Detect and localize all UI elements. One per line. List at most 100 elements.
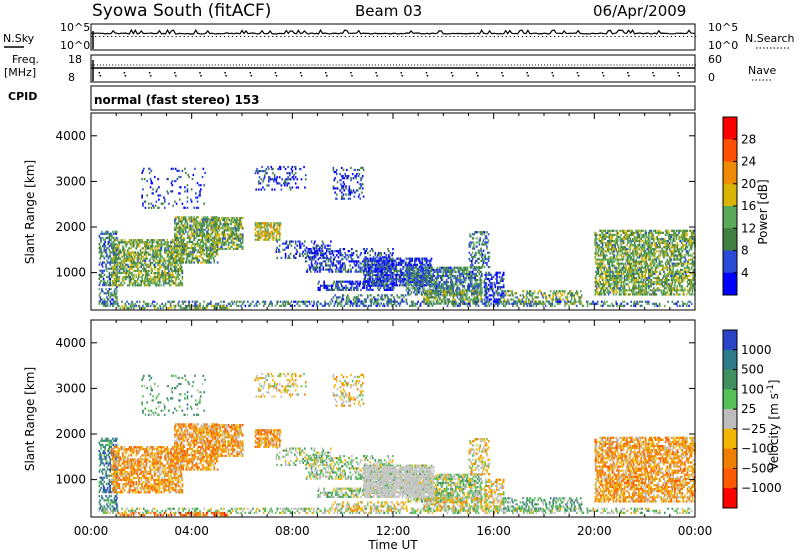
power-cell bbox=[502, 296, 505, 299]
power-cell bbox=[575, 290, 578, 293]
power-cell bbox=[284, 256, 287, 260]
power-cell bbox=[136, 253, 138, 256]
power-cell bbox=[166, 177, 169, 181]
power-cell bbox=[484, 294, 487, 297]
power-cell bbox=[105, 284, 107, 287]
power-cell bbox=[153, 255, 155, 258]
power-cell bbox=[499, 288, 502, 291]
power-cell bbox=[374, 264, 377, 267]
power-cell bbox=[198, 224, 200, 227]
power-cell bbox=[341, 262, 344, 265]
power-cell bbox=[209, 251, 211, 254]
power-cell bbox=[130, 257, 133, 260]
power-cell bbox=[182, 257, 185, 260]
power-cell bbox=[321, 256, 324, 259]
power-cell bbox=[595, 283, 597, 286]
power-cell bbox=[485, 257, 487, 260]
power-cell bbox=[474, 292, 476, 295]
power-cell bbox=[213, 219, 216, 222]
power-cell bbox=[112, 280, 115, 283]
power-cell bbox=[158, 243, 161, 246]
power-cell bbox=[595, 274, 597, 278]
power-cell bbox=[259, 224, 262, 227]
power-cell bbox=[215, 222, 217, 225]
power-cell bbox=[111, 259, 114, 262]
power-cell bbox=[173, 276, 175, 279]
power-cell bbox=[109, 279, 112, 283]
power-cell bbox=[485, 243, 487, 246]
power-cell bbox=[486, 231, 488, 234]
power-cell bbox=[325, 247, 328, 251]
power-cell bbox=[413, 281, 415, 284]
power-cell bbox=[216, 225, 219, 228]
power-cell bbox=[408, 281, 410, 284]
power-cell bbox=[421, 281, 424, 284]
power-cell bbox=[533, 292, 535, 295]
power-cell bbox=[467, 285, 470, 288]
power-cell bbox=[132, 253, 135, 256]
power-cell bbox=[238, 219, 241, 222]
power-cell bbox=[124, 276, 127, 279]
power-cell bbox=[241, 225, 243, 228]
power-cell bbox=[471, 278, 473, 282]
power-cell bbox=[219, 237, 221, 240]
power-cell bbox=[269, 222, 272, 225]
power-cell bbox=[416, 271, 419, 275]
power-cell bbox=[423, 270, 425, 273]
power-cell bbox=[221, 233, 223, 236]
power-cell bbox=[113, 290, 116, 293]
power-cell bbox=[330, 260, 332, 263]
power-cell bbox=[103, 279, 106, 283]
power-cell bbox=[543, 302, 545, 305]
power-cell bbox=[226, 221, 228, 224]
power-cell bbox=[354, 191, 357, 194]
power-cell bbox=[169, 276, 172, 279]
power-cell bbox=[224, 233, 226, 236]
power-cell bbox=[116, 278, 118, 281]
power-cell bbox=[177, 259, 180, 262]
power-cell bbox=[100, 253, 102, 256]
power-cell bbox=[350, 254, 352, 257]
power-cell bbox=[502, 286, 504, 289]
power-cell bbox=[99, 296, 101, 299]
power-cell bbox=[327, 260, 330, 263]
power-cell bbox=[424, 276, 427, 279]
power-cell bbox=[360, 179, 362, 182]
power-cell bbox=[373, 259, 376, 262]
power-cell bbox=[204, 236, 206, 240]
power-cell bbox=[322, 252, 325, 255]
power-cell bbox=[183, 249, 185, 252]
power-cell bbox=[315, 264, 318, 267]
power-cell bbox=[238, 239, 241, 242]
power-cell bbox=[393, 267, 396, 271]
power-cell bbox=[207, 232, 210, 235]
power-cell bbox=[368, 278, 371, 281]
power-cell bbox=[175, 239, 178, 242]
power-cell bbox=[280, 256, 283, 260]
power-cell bbox=[339, 252, 341, 255]
power-cell bbox=[417, 278, 419, 281]
power-cell bbox=[376, 267, 378, 271]
power-cell bbox=[453, 302, 455, 305]
power-cell bbox=[351, 247, 353, 251]
power-cell bbox=[261, 165, 263, 169]
power-cell bbox=[520, 300, 523, 303]
power-cell bbox=[450, 285, 453, 288]
power-cell bbox=[530, 294, 533, 297]
power-cell bbox=[424, 266, 427, 269]
power-cell bbox=[597, 283, 600, 286]
power-cell bbox=[257, 238, 260, 241]
power-cell bbox=[215, 225, 217, 228]
power-cell bbox=[110, 238, 112, 242]
power-cell bbox=[428, 284, 430, 287]
power-cell bbox=[410, 291, 413, 294]
power-cell bbox=[375, 278, 377, 281]
power-cell bbox=[356, 270, 358, 273]
power-cell bbox=[266, 184, 268, 187]
power-cell bbox=[476, 278, 478, 282]
power-cell bbox=[214, 235, 216, 238]
power-cell bbox=[203, 253, 206, 256]
power-cell bbox=[431, 296, 434, 299]
power-cell bbox=[182, 236, 185, 240]
power-cell bbox=[471, 261, 473, 265]
